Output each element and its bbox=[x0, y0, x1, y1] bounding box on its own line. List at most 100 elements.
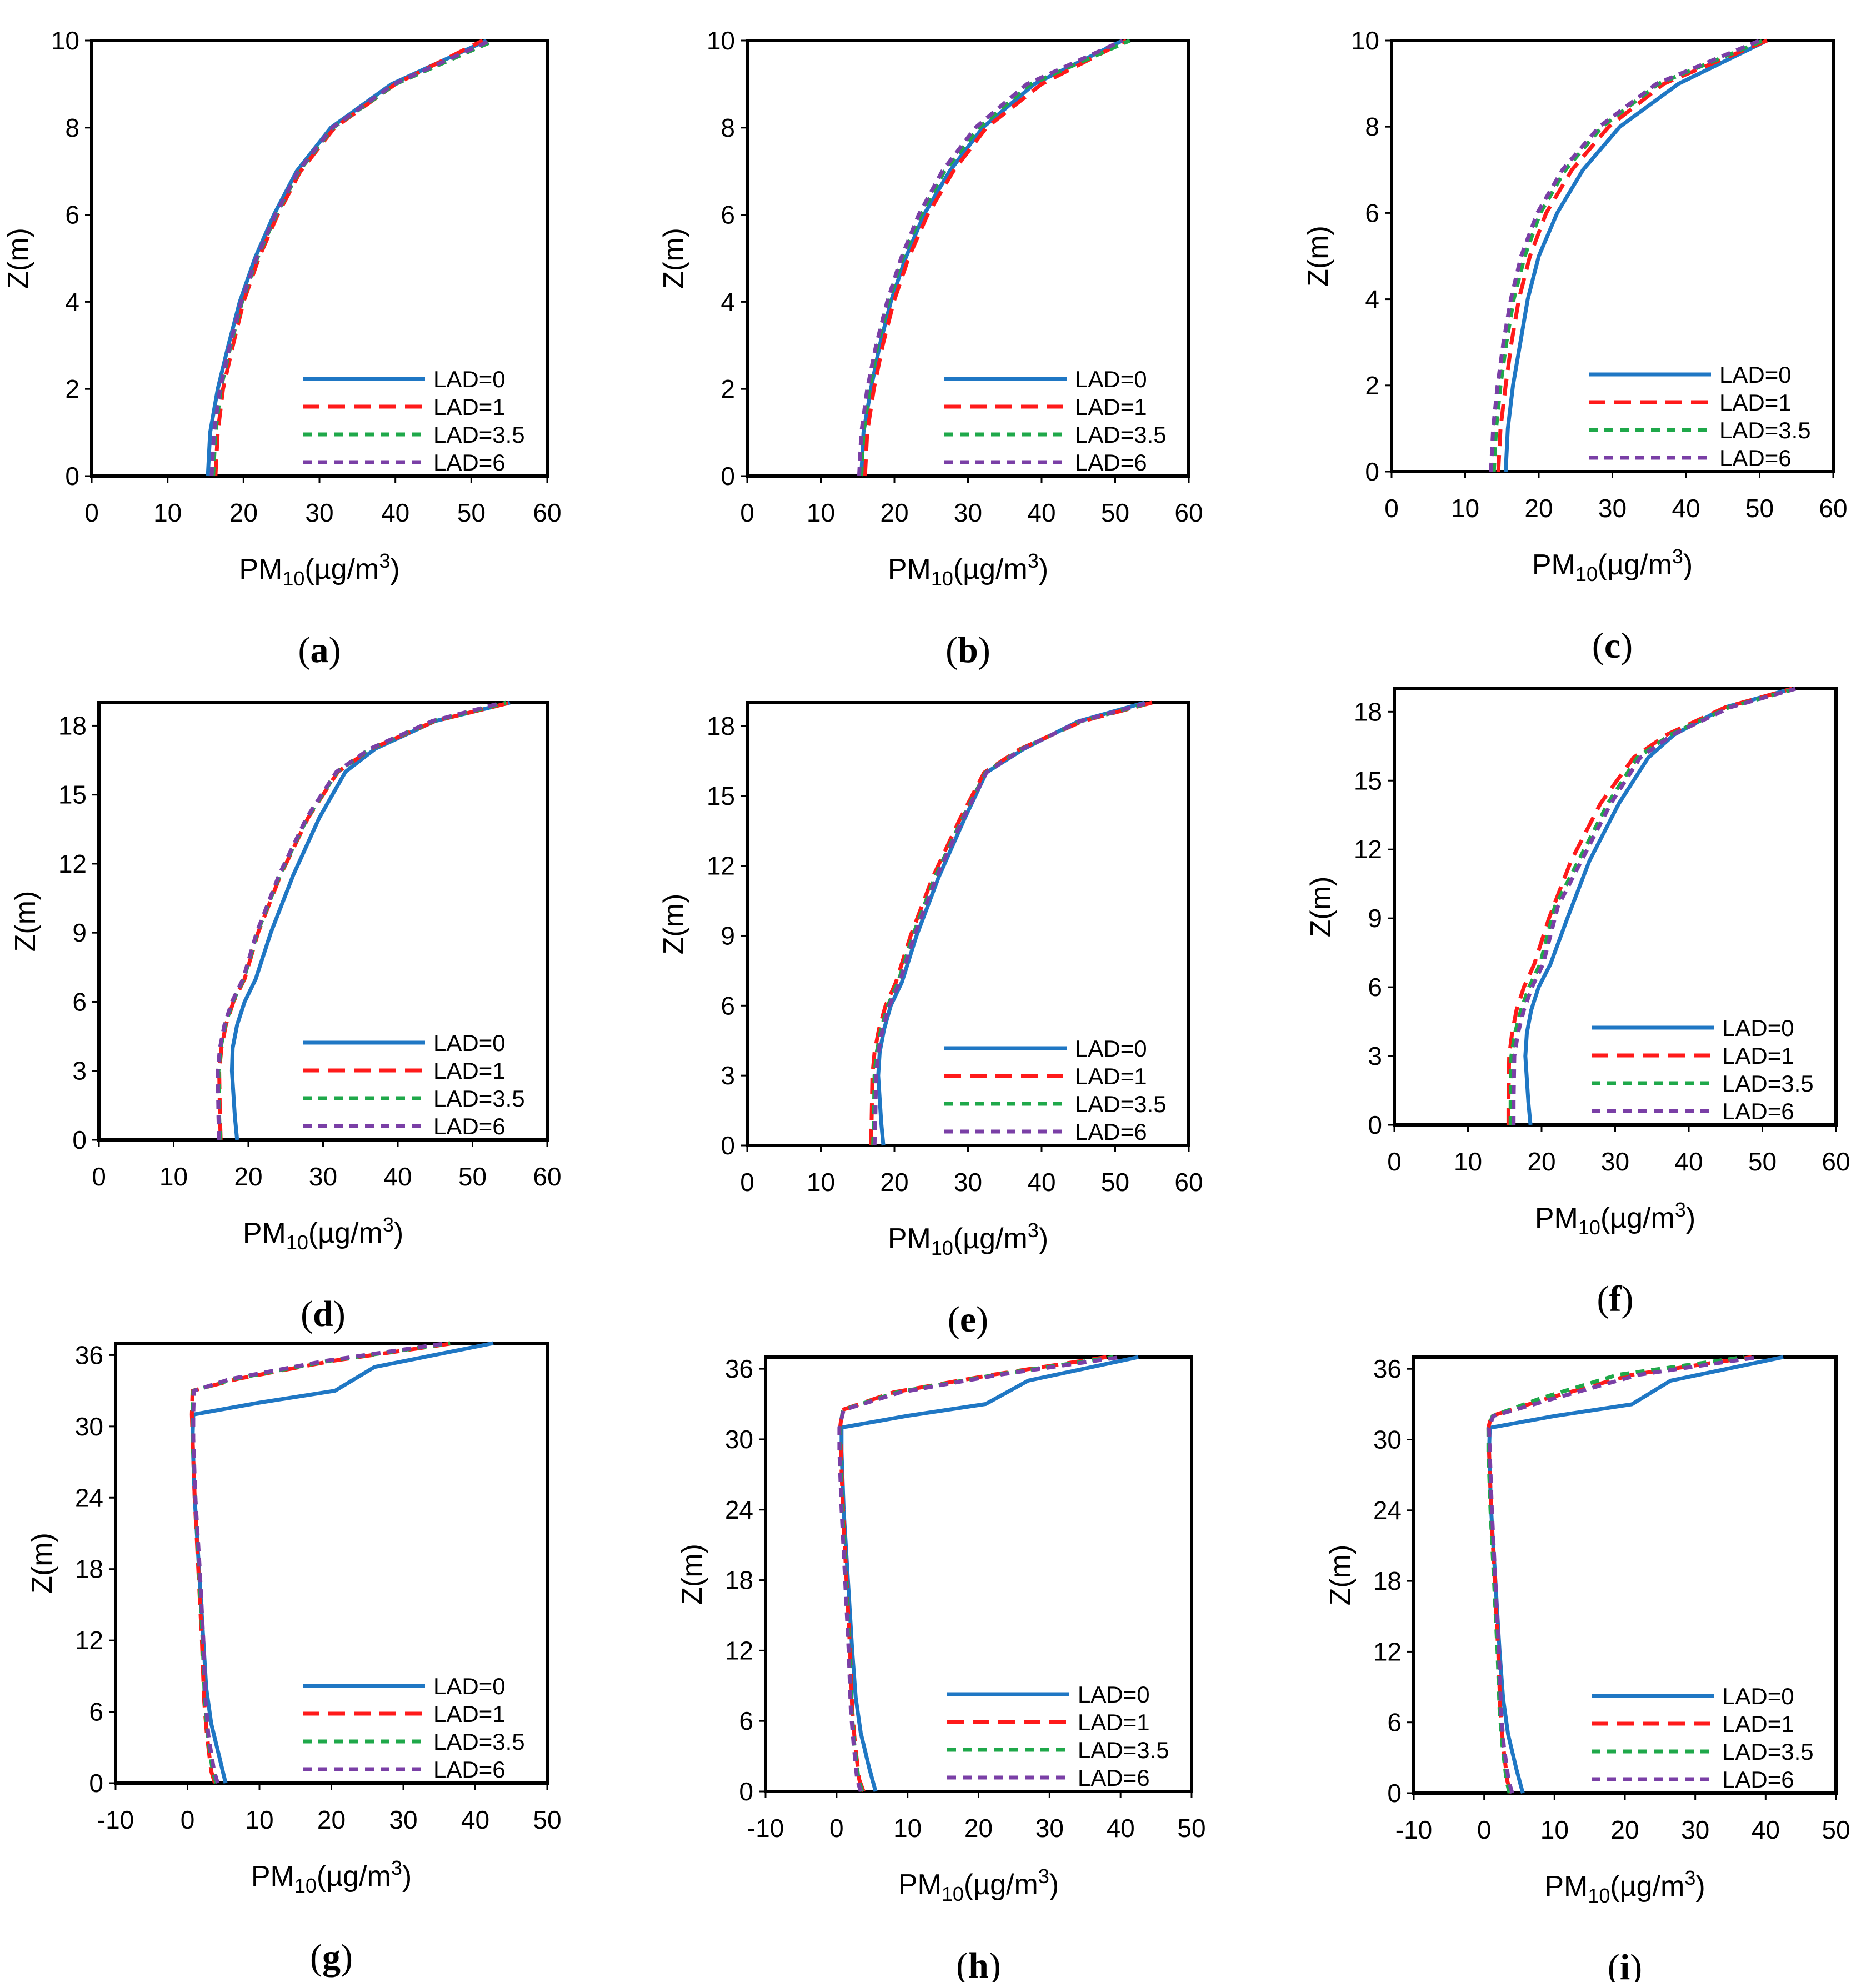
x-axis-label-close: ) bbox=[1049, 1869, 1059, 1901]
y-tick-label: 18 bbox=[725, 1566, 753, 1595]
y-tick-label: 6 bbox=[1387, 1708, 1402, 1737]
subfigure-caption: (h) bbox=[956, 1945, 1001, 1982]
x-axis-label-sup: 3 bbox=[1672, 545, 1683, 568]
x-axis-label-base: PM bbox=[1532, 549, 1575, 581]
x-tick-label: 10 bbox=[1540, 1815, 1569, 1844]
x-tick-label: 40 bbox=[461, 1805, 489, 1834]
y-tick-label: 18 bbox=[1354, 697, 1382, 726]
x-tick-label: 40 bbox=[1027, 1168, 1055, 1197]
x-axis-label-close: ) bbox=[394, 1217, 403, 1249]
legend-label: LAD=0 bbox=[1075, 366, 1147, 392]
y-tick-label: 36 bbox=[1373, 1354, 1402, 1383]
x-axis-label: PM10(µg/m3) bbox=[888, 549, 1048, 590]
legend-label: LAD=0 bbox=[1075, 1035, 1147, 1062]
x-axis-label-sup: 3 bbox=[1684, 1866, 1695, 1889]
x-axis-label: PM10(µg/m3) bbox=[251, 1856, 412, 1897]
chart-panel-d: 0 10 20 30 40 50 600369121518Z(m)PM10(µg/m3)LA… bbox=[9, 700, 562, 1334]
x-tick-label: 0 bbox=[1384, 494, 1399, 523]
x-axis-label: PM10(µg/m3) bbox=[898, 1865, 1059, 1905]
x-axis-label-base: PM bbox=[251, 1860, 294, 1893]
legend-label: LAD=0 bbox=[1078, 1681, 1150, 1708]
y-tick-label: 36 bbox=[725, 1354, 753, 1383]
legend-label: LAD=1 bbox=[433, 394, 506, 420]
legend-label: LAD=6 bbox=[433, 1113, 506, 1139]
x-axis-label-sub: 10 bbox=[931, 567, 953, 590]
x-tick-label: 60 bbox=[1174, 498, 1203, 527]
y-tick-label: 2 bbox=[65, 374, 79, 403]
x-tick-label: 10 bbox=[807, 498, 835, 527]
x-tick-label: 60 bbox=[1822, 1147, 1850, 1176]
y-tick-label: 10 bbox=[1351, 26, 1379, 55]
x-tick-label: 30 bbox=[954, 1168, 982, 1197]
x-axis-label-base: PM bbox=[1535, 1202, 1578, 1234]
x-axis-label-sup: 3 bbox=[1675, 1198, 1686, 1221]
x-tick-label: 10 bbox=[159, 1162, 188, 1191]
x-axis-label-sup: 3 bbox=[1028, 1219, 1039, 1242]
y-tick-label: 0 bbox=[1365, 457, 1379, 486]
subfigure-letter: f bbox=[1609, 1279, 1622, 1319]
x-axis-label-base: PM bbox=[898, 1869, 942, 1901]
y-tick-label: 18 bbox=[58, 711, 87, 740]
legend-label: LAD=3.5 bbox=[1078, 1737, 1169, 1763]
y-tick-label: 6 bbox=[72, 987, 87, 1016]
legend-label: LAD=3.5 bbox=[433, 422, 525, 448]
x-tick-label: 40 bbox=[383, 1162, 412, 1191]
series-line-lad-1 bbox=[863, 38, 1128, 477]
x-tick-label: 30 bbox=[1035, 1814, 1064, 1843]
y-tick-label: 10 bbox=[51, 26, 79, 55]
y-tick-label: 36 bbox=[75, 1340, 103, 1369]
x-tick-label: 30 bbox=[954, 498, 982, 527]
x-tick-label: 50 bbox=[1822, 1815, 1850, 1844]
y-tick-label: 3 bbox=[72, 1057, 87, 1085]
legend-label: LAD=6 bbox=[1078, 1765, 1150, 1791]
y-tick-label: 8 bbox=[1365, 112, 1379, 141]
x-axis-label-base: PM bbox=[1544, 1870, 1588, 1903]
x-axis-label-unit: (µg/m bbox=[1610, 1870, 1684, 1903]
x-axis-label-base: PM bbox=[239, 553, 282, 585]
y-tick-label: 6 bbox=[739, 1706, 753, 1735]
x-tick-label: 40 bbox=[1027, 498, 1055, 527]
chart-panel-g: -10 0 10 20 30 40 50061218243036Z(m)PM10(µg/m3… bbox=[26, 1340, 562, 1978]
series-line-lad-1 bbox=[1506, 687, 1793, 1125]
legend-label: LAD=1 bbox=[1719, 389, 1792, 416]
y-tick-label: 12 bbox=[725, 1636, 753, 1665]
x-axis-label-sub: 10 bbox=[286, 1231, 308, 1254]
x-tick-label: 20 bbox=[229, 498, 258, 527]
y-tick-label: 15 bbox=[58, 780, 87, 809]
x-tick-label: 60 bbox=[1819, 494, 1847, 523]
y-tick-label: 8 bbox=[65, 113, 79, 142]
x-tick-label: 10 bbox=[807, 1168, 835, 1197]
series-line-lad-6 bbox=[857, 38, 1124, 477]
x-axis-label-close: ) bbox=[1695, 1870, 1705, 1903]
x-tick-label: -10 bbox=[97, 1805, 134, 1834]
x-tick-label: 20 bbox=[1527, 1147, 1555, 1176]
x-axis-label-close: ) bbox=[1683, 549, 1693, 581]
y-tick-label: 12 bbox=[1354, 835, 1382, 864]
legend-label: LAD=3.5 bbox=[433, 1729, 525, 1755]
legend-label: LAD=3.5 bbox=[1075, 422, 1167, 448]
y-tick-label: 24 bbox=[75, 1483, 103, 1512]
subfigure-caption: (d) bbox=[301, 1294, 346, 1334]
chart-panel-f: 0 10 20 30 40 50 600369121518Z(m)PM10(µg/m3)LA… bbox=[1305, 687, 1850, 1319]
series-line-lad-6 bbox=[216, 700, 503, 1140]
y-tick-label: 30 bbox=[725, 1425, 753, 1454]
y-axis-label: Z(m) bbox=[26, 1533, 58, 1594]
y-tick-label: 6 bbox=[1365, 198, 1379, 227]
x-tick-label: 0 bbox=[181, 1805, 195, 1834]
x-tick-label: 0 bbox=[740, 498, 754, 527]
y-axis-label: Z(m) bbox=[1324, 1545, 1357, 1606]
y-tick-label: 6 bbox=[721, 991, 735, 1020]
x-tick-label: 30 bbox=[389, 1805, 417, 1834]
y-axis-label: Z(m) bbox=[676, 1544, 708, 1605]
subfigure-caption: (g) bbox=[310, 1937, 353, 1978]
y-tick-label: 9 bbox=[72, 918, 87, 947]
y-tick-label: 18 bbox=[75, 1555, 103, 1584]
y-tick-label: 0 bbox=[1387, 1779, 1402, 1808]
x-tick-label: 50 bbox=[1745, 494, 1774, 523]
legend-label: LAD=1 bbox=[1075, 394, 1147, 420]
subfigure-caption: (i) bbox=[1608, 1947, 1642, 1982]
y-tick-label: 6 bbox=[65, 201, 79, 229]
x-axis-label-sub: 10 bbox=[1588, 1884, 1610, 1907]
x-axis-label-sup: 3 bbox=[391, 1856, 402, 1879]
